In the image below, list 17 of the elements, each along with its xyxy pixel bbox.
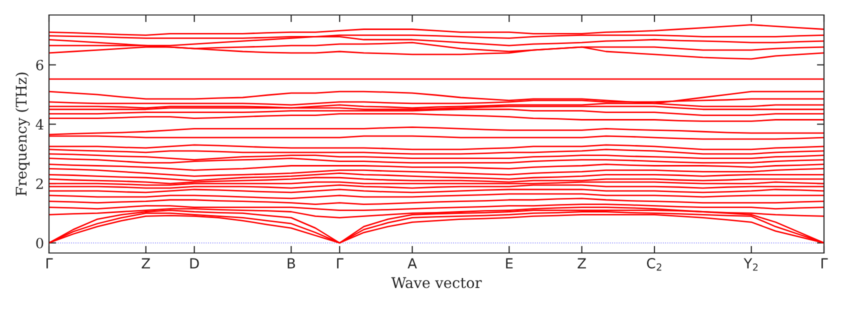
x-tick-label: A [408, 258, 417, 268]
x-tick-label: E [506, 258, 513, 268]
x-tick-label: Z [578, 258, 586, 268]
x-tick-label: Γ [821, 258, 828, 268]
x-tick-label: D [190, 258, 199, 268]
y-tick-label: 2 [36, 178, 43, 189]
x-tick-label: B [288, 258, 295, 268]
x-tick-label: C$_{2}$ [646, 258, 662, 271]
y-axis-title: Frequency (THz) [15, 72, 30, 196]
x-axis-title: Wave vector [391, 277, 482, 288]
y-tick-label: 4 [36, 119, 44, 130]
x-tick-label: Γ [337, 258, 344, 268]
x-tick-label: Y$_{2}$ [744, 258, 758, 271]
y-tick-label: 0 [36, 238, 44, 248]
x-tick-label: Γ [46, 258, 53, 268]
y-tick-label: 6 [36, 60, 44, 70]
x-tick-label: Z [142, 258, 150, 268]
